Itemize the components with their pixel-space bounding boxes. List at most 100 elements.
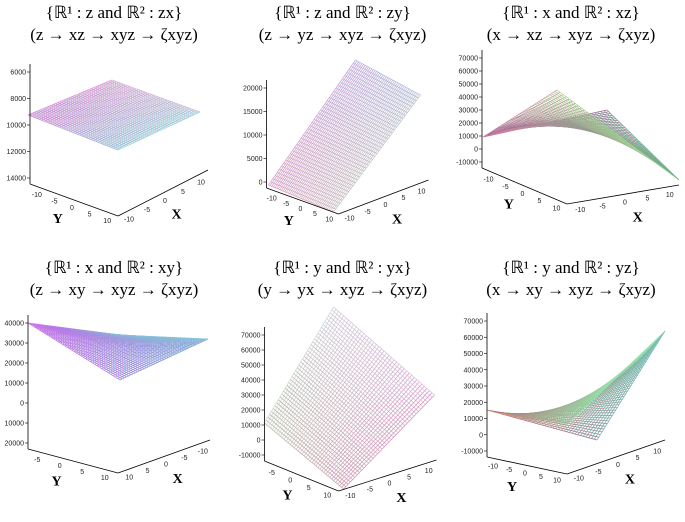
x-tick-label: 10 [125, 475, 133, 482]
mesh-line [312, 83, 400, 204]
mesh-line [305, 352, 387, 458]
panel-subtitle: (y → yx → xyz → ζxyz) [258, 280, 427, 299]
y-tick-label: -5 [502, 184, 508, 191]
mesh-line [312, 341, 408, 424]
z-tick-label: 15000 [243, 109, 263, 116]
x-tick-label: 0 [164, 462, 168, 469]
mesh-line [342, 78, 408, 113]
mesh-line [308, 81, 397, 203]
x-tick-label: -10 [574, 476, 584, 483]
mesh-line [83, 329, 173, 356]
mesh-line [333, 94, 421, 213]
z-tick-label: -10000 [461, 449, 483, 456]
y-axis-label: Y [53, 212, 63, 227]
mesh-line [111, 109, 194, 148]
mesh-line [80, 92, 170, 127]
mesh-line [566, 330, 666, 426]
y-tick-label: -5 [34, 457, 40, 464]
z-tick-label: 10000 [243, 133, 263, 140]
y-tick-label: -10 [267, 196, 277, 203]
y-axis-label: Y [284, 214, 294, 229]
mesh-line [78, 93, 168, 128]
x-tick-label: 0 [388, 481, 392, 488]
x-axis-label: X [625, 472, 635, 487]
x-tick-label: 0 [163, 198, 167, 205]
mesh-line [310, 344, 406, 426]
mesh-line [309, 357, 392, 462]
mesh-line [319, 368, 405, 470]
z-tick-label: 20000 [5, 361, 25, 368]
y-tick-label: 5 [88, 211, 92, 218]
mesh-line [107, 81, 197, 115]
y-axis-label: Y [504, 198, 514, 213]
mesh-line [327, 377, 415, 477]
y-tick-label: 0 [58, 463, 62, 470]
y-tick-label: -5 [51, 199, 57, 206]
z-tick-label: 20000 [243, 86, 263, 93]
mesh-line [305, 79, 394, 201]
mesh-line [104, 106, 187, 146]
z-tick-label: 5000 [247, 156, 263, 163]
y-tick-label: -5 [269, 470, 275, 477]
y-axis-label: Y [282, 489, 292, 504]
mesh-line [321, 327, 419, 412]
x-tick-label: 10 [425, 468, 433, 475]
y-tick-label: 10 [325, 216, 333, 223]
mesh-line [594, 112, 668, 172]
mesh-line [101, 337, 191, 369]
z-tick-label: 30000 [464, 384, 484, 391]
mesh-line [328, 92, 416, 211]
z-tick-label: 70000 [459, 56, 479, 63]
x-tick-label: 10 [197, 180, 205, 187]
mesh-line [106, 107, 190, 146]
z-tick-label: 0 [474, 147, 478, 154]
mesh-line [101, 84, 190, 118]
z-tick-label: 0 [20, 401, 24, 408]
mesh-line [333, 90, 399, 125]
mesh-line [302, 78, 390, 200]
mesh-line [324, 103, 391, 137]
y-tick-label: 10 [101, 475, 109, 482]
mesh-line [329, 93, 418, 211]
mesh-line [331, 93, 420, 212]
mesh-line [597, 111, 671, 174]
mesh-line [326, 91, 415, 210]
x-axis [117, 439, 211, 474]
panel-title: {ℝ¹ : y and ℝ² : yx} [273, 258, 411, 277]
x-tick-label: 0 [384, 202, 388, 209]
mesh-line [353, 62, 419, 99]
mesh-line [111, 79, 201, 113]
y-tick-label: 0 [299, 206, 303, 213]
mesh-line [309, 347, 403, 429]
y-tick-label: 5 [539, 474, 543, 481]
y-tick-label: -10 [32, 192, 42, 199]
mesh-line [81, 98, 165, 137]
y-tick-label: -10 [483, 177, 493, 184]
mesh-line [562, 336, 662, 425]
mesh-line [87, 330, 178, 354]
mesh-line [307, 355, 390, 460]
mesh-line [94, 331, 184, 351]
y-tick-label: 5 [313, 211, 317, 218]
x-axis [117, 169, 209, 217]
y-axis-label: Y [52, 474, 62, 489]
z-tick-label: -10000 [456, 160, 478, 167]
mesh-line [99, 105, 183, 144]
x-tick-label: 5 [181, 189, 185, 196]
mesh-line [92, 87, 182, 121]
mesh-line [564, 333, 664, 425]
mesh-line [95, 86, 184, 120]
y-axis [27, 448, 119, 474]
z-tick-label: 30000 [5, 341, 25, 348]
y-tick-label: 0 [70, 205, 74, 212]
z-tick-label: 8000 [10, 96, 26, 103]
y-tick-label: 5 [307, 485, 311, 492]
mesh-line [603, 110, 677, 179]
x-tick-label: -10 [124, 216, 134, 223]
mesh-line [331, 94, 397, 128]
x-tick-label: 10 [418, 188, 426, 195]
mesh-line [86, 90, 176, 124]
z-tick-label: 50000 [459, 82, 479, 89]
mesh-line [97, 85, 186, 119]
